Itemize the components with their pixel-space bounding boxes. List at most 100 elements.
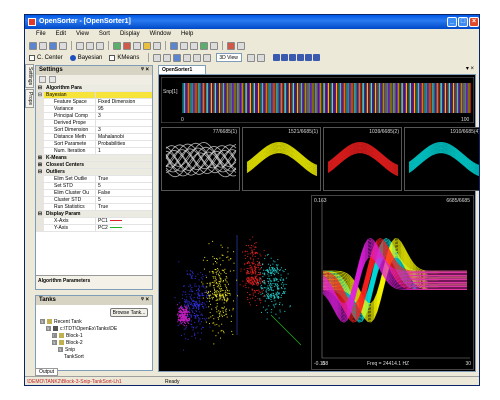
property-row[interactable]: Distance Meth Mahalanobi xyxy=(36,134,152,141)
option-c-center[interactable]: C. Center xyxy=(29,54,63,61)
property-value[interactable]: PC2 xyxy=(96,225,152,231)
tab-output[interactable]: Output xyxy=(35,368,59,376)
merge-icon[interactable] xyxy=(133,41,141,50)
side-tab-settings[interactable]: Settings xyxy=(25,64,34,89)
property-row[interactable]: Run Statistics True xyxy=(36,204,152,211)
property-row[interactable]: Num. Iteration 1 xyxy=(36,148,152,155)
run-icon[interactable] xyxy=(200,41,208,50)
categorized-icon[interactable] xyxy=(39,76,46,83)
unit-card[interactable]: 1910/6685(4) xyxy=(404,127,479,191)
loop-icon[interactable] xyxy=(313,54,321,61)
property-category[interactable]: ⊞ K-Means xyxy=(36,155,152,162)
stop-icon[interactable] xyxy=(210,41,218,50)
rotate-icon[interactable] xyxy=(203,53,212,62)
property-row[interactable]: X-Axis PC1 xyxy=(36,218,152,225)
tree-node[interactable]: ⊟ Recent Tank xyxy=(40,319,117,326)
menu-file[interactable]: File xyxy=(36,31,46,37)
tree-node[interactable]: ⊟ Block-2 xyxy=(40,340,117,347)
refresh-icon[interactable] xyxy=(113,41,121,50)
next-icon[interactable] xyxy=(297,54,305,61)
property-row[interactable]: Variance 95 xyxy=(36,106,152,113)
expand-toggle-icon[interactable]: ⊟ xyxy=(36,92,44,98)
options-icon[interactable] xyxy=(237,41,245,50)
close-button[interactable]: × xyxy=(469,17,479,27)
minimize-button[interactable]: _ xyxy=(447,17,457,27)
menu-help[interactable]: Help xyxy=(180,31,194,37)
property-value[interactable]: 1 xyxy=(98,148,101,154)
property-row[interactable]: Y-Axis PC2 xyxy=(36,225,152,232)
move-icon[interactable] xyxy=(183,53,192,62)
cluster-icon[interactable] xyxy=(170,41,178,50)
property-value[interactable] xyxy=(96,92,152,98)
property-row[interactable]: Cluster STD 5 xyxy=(36,197,152,204)
menu-sort[interactable]: Sort xyxy=(98,31,110,37)
side-tab-props[interactable]: Props xyxy=(25,89,34,109)
property-value[interactable]: True xyxy=(98,204,109,210)
property-value[interactable]: 3 xyxy=(98,127,101,133)
tree-node[interactable]: ⊟ Snip xyxy=(40,347,117,354)
raster-plot[interactable]: Snp[1] 0 100 xyxy=(161,77,474,123)
zoom-icon[interactable] xyxy=(190,41,198,50)
split-icon[interactable] xyxy=(153,41,161,50)
expand-toggle-icon[interactable]: ⊟ xyxy=(36,211,44,217)
property-row[interactable]: Elim Set Outlie True xyxy=(36,176,152,183)
save-icon[interactable] xyxy=(49,41,57,50)
property-row[interactable]: Sort Dimension 3 xyxy=(36,127,152,134)
menu-display[interactable]: Display xyxy=(119,31,140,37)
cluster-scatter-3d[interactable] xyxy=(161,195,309,370)
lasso-icon[interactable] xyxy=(173,53,182,62)
option-kmeans[interactable]: KMeans xyxy=(109,54,139,61)
record-icon[interactable] xyxy=(227,41,235,50)
view-combo[interactable]: 3D View xyxy=(216,53,243,62)
sort-icon[interactable] xyxy=(143,41,151,50)
expand-toggle-icon[interactable]: ⊟ xyxy=(36,85,44,91)
property-value[interactable]: PC1 xyxy=(96,218,152,224)
pin-icon[interactable]: ᵠ × xyxy=(140,67,149,73)
tree-expand-icon[interactable]: ⊞ xyxy=(52,333,57,339)
tree-node[interactable]: TankSort xyxy=(40,354,117,361)
alphabetical-icon[interactable] xyxy=(49,76,56,83)
unit-card[interactable]: 1521/6685(1) xyxy=(242,127,321,191)
property-value[interactable]: 3 xyxy=(98,113,101,119)
property-value[interactable]: 95 xyxy=(98,106,104,112)
tree-expand-icon[interactable]: ⊟ xyxy=(58,347,63,353)
pointer-icon[interactable] xyxy=(163,53,172,62)
delete-icon[interactable] xyxy=(123,41,131,50)
expand-toggle-icon[interactable]: ⊞ xyxy=(36,162,44,168)
property-value[interactable]: 5 xyxy=(98,183,101,189)
paste-icon[interactable] xyxy=(96,41,104,50)
tab-opensorter1[interactable]: OpenSorter1 xyxy=(158,65,206,74)
point-icon[interactable] xyxy=(257,53,266,62)
property-row[interactable]: Feature Space Fixed Dimension xyxy=(36,99,152,106)
property-row[interactable]: Derived Prope xyxy=(36,120,152,127)
tanks-pin-icon[interactable]: ᵠ × xyxy=(140,297,149,303)
print-icon[interactable] xyxy=(59,41,67,50)
cut-icon[interactable] xyxy=(76,41,84,50)
menu-edit[interactable]: Edit xyxy=(55,31,67,37)
new-icon[interactable] xyxy=(29,41,37,50)
expand-toggle-icon[interactable]: ⊞ xyxy=(36,155,44,161)
copy-icon[interactable] xyxy=(86,41,94,50)
grid-icon[interactable] xyxy=(153,53,162,62)
axis-icon[interactable] xyxy=(247,53,256,62)
maximize-button[interactable]: □ xyxy=(458,17,468,27)
property-category[interactable]: ⊟ Display Param xyxy=(36,211,152,218)
property-row[interactable]: Set STD 5 xyxy=(36,183,152,190)
tree-node[interactable]: ⊟ c:\TDT\OpenEx\Tanks\DE xyxy=(40,326,117,333)
property-value[interactable]: 5 xyxy=(98,197,101,203)
open-icon[interactable] xyxy=(39,41,47,50)
waveform-overlay[interactable]: 6685/6685 0.163 -0.158 0 30 Freq = 24414… xyxy=(311,195,474,370)
expand-toggle-icon[interactable]: ⊟ xyxy=(36,169,44,175)
play-icon[interactable] xyxy=(289,54,297,61)
filter-icon[interactable] xyxy=(180,41,188,50)
unit-card[interactable]: 77/6685(1) xyxy=(161,127,240,191)
tree-node[interactable]: ⊞ Block-1 xyxy=(40,333,117,340)
tree-expand-icon[interactable]: ⊟ xyxy=(46,326,51,332)
option-bayesian[interactable]: Bayesian xyxy=(69,54,102,61)
property-value[interactable]: True xyxy=(98,176,109,182)
property-row[interactable]: Elim Cluster Ou False xyxy=(36,190,152,197)
property-row[interactable]: Sort Paramete Probabilities xyxy=(36,141,152,148)
property-value[interactable]: Probabilities xyxy=(98,141,126,147)
last-icon[interactable] xyxy=(305,54,313,61)
tree-expand-icon[interactable]: ⊟ xyxy=(52,340,57,346)
